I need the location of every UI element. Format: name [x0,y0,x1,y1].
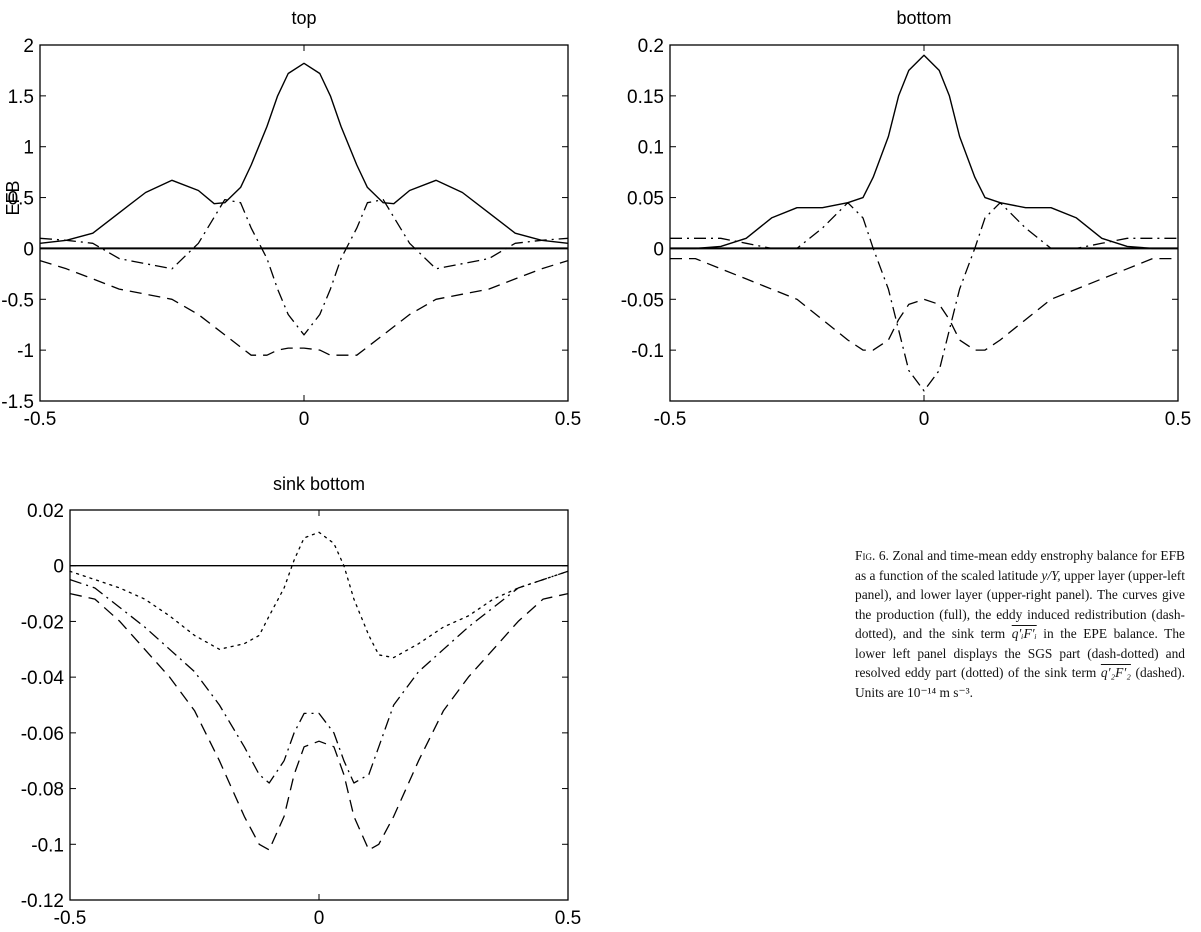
y-tick-label: -1 [17,341,34,362]
y-tick-label: 0 [53,557,64,578]
caption-sink-term-2: q′₂F′₂ [1100,665,1131,680]
series-line-dashed [670,257,1178,351]
caption-fig-label: Fig. 6. [855,548,889,563]
y-tick-label: 0 [653,239,664,260]
y-tick-label: 1 [23,138,34,159]
y-tick-label: -0.08 [21,780,64,801]
figure-caption: Fig. 6. Zonal and time-mean eddy enstrop… [855,546,1185,702]
chart-title: sink bottom [273,474,365,494]
series-line-dashed [39,259,569,356]
chart-title: bottom [896,8,951,28]
x-tick-label: -0.5 [54,908,87,929]
series-line-dashdot [670,202,1178,392]
x-tick-label: -0.5 [654,409,687,430]
x-tick-label: 0.5 [555,908,581,929]
y-tick-label: -0.02 [21,612,64,633]
series-line-dashdot [69,570,569,784]
y-tick-label: 0.05 [627,189,664,210]
y-tick-label: 0.02 [27,501,64,522]
y-tick-label: -0.1 [31,835,64,856]
y-tick-label: 0.5 [8,189,34,210]
series-line-solid [670,54,1178,250]
series-line-dashdot [39,198,569,336]
x-tick-label: 0 [919,409,930,430]
y-tick-label: -0.04 [21,668,65,689]
x-tick-label: 0 [299,409,310,430]
y-tick-label: -0.5 [1,290,34,311]
chart-panel-bottom: bottom -0.5 0 0.5 -0.1 -0.05 0 0.05 0.1 0.15 0.2 [621,8,1192,430]
y-tick-label: -0.1 [631,341,664,362]
x-tick-label: 0.5 [555,409,581,430]
y-tick-label: -0.12 [21,891,64,912]
plot-frame [669,44,1179,402]
plot-frame [69,509,569,901]
chart-title: top [291,8,316,28]
x-tick-label: 0.5 [1165,409,1191,430]
y-tick-label: -1.5 [1,392,34,413]
series-line-dashed [69,592,569,851]
caption-text-1: Zonal and time-mean eddy enstrophy balan… [855,548,1185,583]
caption-var-y-over-Y: y/Y, [1041,567,1061,583]
y-tick-label: 0 [23,239,34,260]
y-tick-label: 1.5 [8,87,34,108]
y-tick-label: 0.2 [638,36,664,57]
caption-text-2: upper layer (upper-left panel), and lowe… [855,567,1185,642]
caption-text-3: in the EPE balance. The lower left panel… [855,626,1185,680]
series-line-dotted [69,531,569,659]
series-line-solid [39,62,569,244]
y-tick-label: -0.06 [21,724,64,745]
x-tick-label: -0.5 [24,409,57,430]
chart-panel-sink-bottom: sink bottom -0.5 0 0.5 -0.12 -0.1 -0.08 -0.06 -0… [21,474,582,929]
y-tick-label: 0.1 [638,138,664,159]
chart-panel-top: top EFB -0.5 0 0.5 -1.5 -1 -0.5 0 0.5 1 1.5 2 [1,8,581,430]
y-tick-label: 0.15 [627,87,664,108]
caption-sink-term-1: q′ᵢF′ᵢ [1011,626,1037,641]
y-tick-label: -0.05 [621,290,664,311]
y-axis-label: EFB [3,180,23,215]
y-tick-label: 2 [23,36,34,57]
caption-text-4: (dashed). Units are 10⁻¹⁴ m s⁻³. [855,665,1185,700]
x-tick-label: 0 [314,908,325,929]
